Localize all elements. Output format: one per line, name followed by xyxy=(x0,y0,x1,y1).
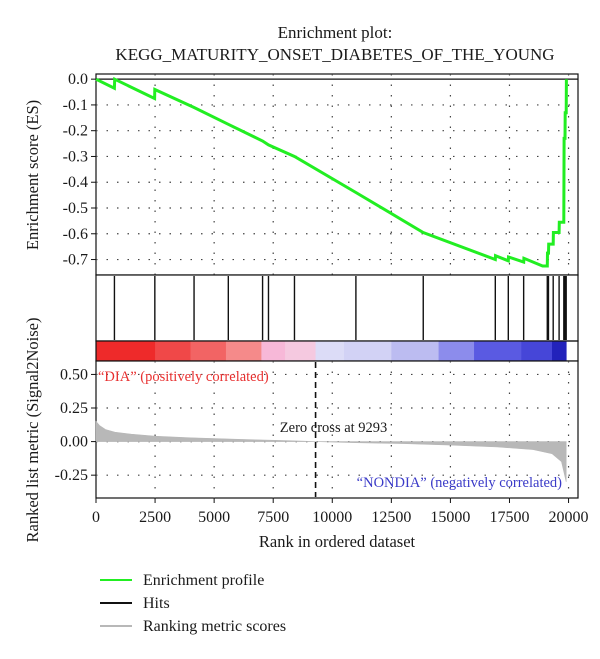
positive-correlation-label: “DIA” (positively correlated) xyxy=(98,369,269,385)
metric-panel-frame xyxy=(95,360,579,499)
heat-bar-segment xyxy=(315,341,345,361)
heat-bar-segment xyxy=(552,341,567,361)
heat-bar-segment xyxy=(225,341,262,361)
x-tick-label: 5000 xyxy=(198,509,230,526)
es-tick-label: -0.4 xyxy=(63,174,88,191)
legend: Enrichment profile Hits Ranking metric sco… xyxy=(100,572,286,635)
es-y-ticks: 0.0 -0.1 -0.2 -0.3 -0.4 -0.5 -0.6 -0.7 xyxy=(63,71,96,269)
metric-y-axis-label: Ranked list metric (Signal2Noise) xyxy=(23,318,42,543)
chart-title-line2: KEGG_MATURITY_ONSET_DIABETES_OF_THE_YOUN… xyxy=(115,45,554,64)
x-tick-label: 7500 xyxy=(257,509,289,526)
x-tick-label: 10000 xyxy=(312,509,352,526)
heat-bar-segment xyxy=(344,341,392,361)
heat-bar-segment xyxy=(474,341,522,361)
es-tick-label: -0.2 xyxy=(63,123,88,140)
metric-panel: Zero cross at 9293 “DIA” (positively cor… xyxy=(23,318,579,543)
heat-bar-segment xyxy=(438,341,475,361)
x-axis-label: Rank in ordered dataset xyxy=(259,532,416,551)
zero-cross-label: Zero cross at 9293 xyxy=(280,420,388,436)
x-ticks: 0 2500 5000 7500 10000 12500 15000 17500 20000 xyxy=(92,498,589,526)
heat-bar xyxy=(95,340,579,362)
heat-bar-segment xyxy=(285,341,316,361)
legend-label: Hits xyxy=(143,595,170,612)
heat-bar-segment xyxy=(96,341,156,361)
metric-tick-label: -0.25 xyxy=(55,467,88,484)
hits-panel xyxy=(95,274,579,342)
hits-panel-frame xyxy=(95,274,579,342)
metric-tick-label: 0.50 xyxy=(60,366,88,383)
heat-bar-segment xyxy=(190,341,227,361)
heat-bar-segment xyxy=(521,341,553,361)
es-tick-label: 0.0 xyxy=(68,71,88,88)
es-tick-label: -0.7 xyxy=(63,252,88,269)
legend-label: Ranking metric scores xyxy=(143,618,286,635)
metric-y-ticks: 0.50 0.25 0.00 -0.25 xyxy=(55,366,96,484)
heat-bar-segment xyxy=(261,341,286,361)
x-tick-label: 20000 xyxy=(549,509,589,526)
hit-lines xyxy=(113,276,567,340)
es-tick-label: -0.6 xyxy=(63,226,88,243)
chart-title-line1: Enrichment plot: xyxy=(278,23,393,42)
heat-bar-segment xyxy=(391,341,439,361)
legend-label: Enrichment profile xyxy=(143,572,264,589)
negative-correlation-label: “NONDIA” (negatively correlated) xyxy=(357,475,562,491)
metric-tick-label: 0.25 xyxy=(60,400,88,417)
enrichment-profile-line xyxy=(95,76,568,268)
es-tick-label: -0.3 xyxy=(63,148,88,165)
ranking-metric-area xyxy=(95,420,567,482)
x-tick-label: 15000 xyxy=(430,509,470,526)
es-tick-label: -0.1 xyxy=(63,97,88,114)
x-tick-label: 0 xyxy=(92,509,100,526)
x-tick-label: 12500 xyxy=(371,509,411,526)
es-panel: 0.0 -0.1 -0.2 -0.3 -0.4 -0.5 -0.6 -0.7 Enrichme… xyxy=(23,71,579,276)
es-y-axis-label: Enrichment score (ES) xyxy=(23,100,42,250)
es-panel-frame xyxy=(95,73,579,276)
x-tick-label: 2500 xyxy=(139,509,171,526)
heat-bar-segments xyxy=(96,341,567,361)
es-tick-label: -0.5 xyxy=(63,200,88,217)
x-tick-label: 17500 xyxy=(489,509,529,526)
metric-tick-label: 0.00 xyxy=(60,434,88,451)
heat-bar-segment xyxy=(155,341,191,361)
